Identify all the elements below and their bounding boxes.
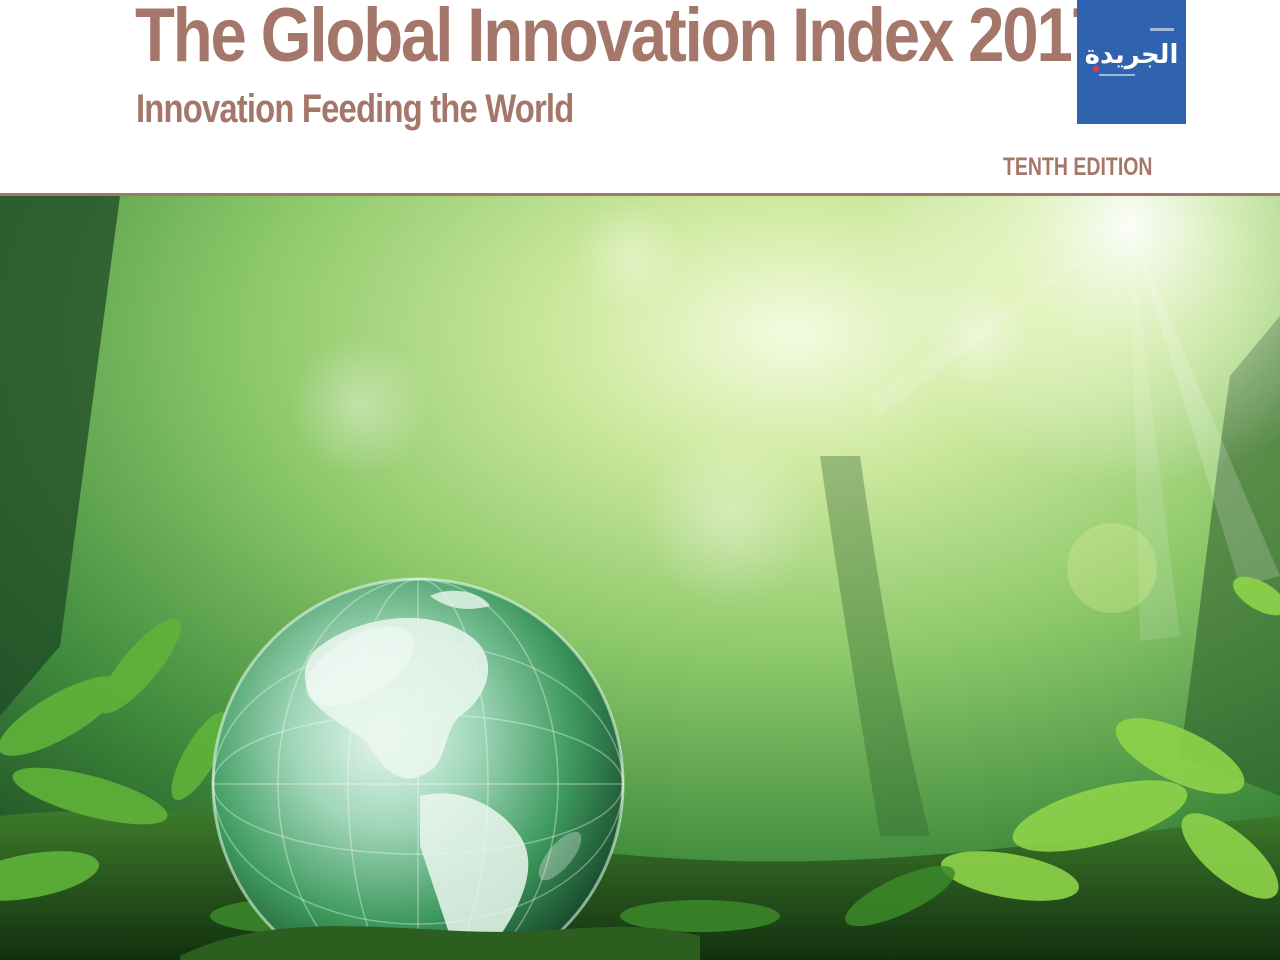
cover-header: The Global Innovation Index 2017 Innovat… [0, 0, 1280, 194]
logo-text: الجريدة [1084, 40, 1179, 70]
logo-dot-icon [1093, 66, 1099, 72]
glass-globe-in-forest-icon [0, 196, 1280, 960]
edition-label: TENTH EDITION [1003, 153, 1153, 181]
logo-tagline-mark [1150, 28, 1174, 31]
logo-url-mark [1099, 74, 1135, 76]
header-divider [0, 193, 1280, 196]
report-title: The Global Innovation Index 2017 [135, 0, 1107, 78]
newspaper-logo: الجريدة [1077, 0, 1186, 124]
cover-photo [0, 196, 1280, 960]
report-subtitle: Innovation Feeding the World [136, 87, 574, 131]
